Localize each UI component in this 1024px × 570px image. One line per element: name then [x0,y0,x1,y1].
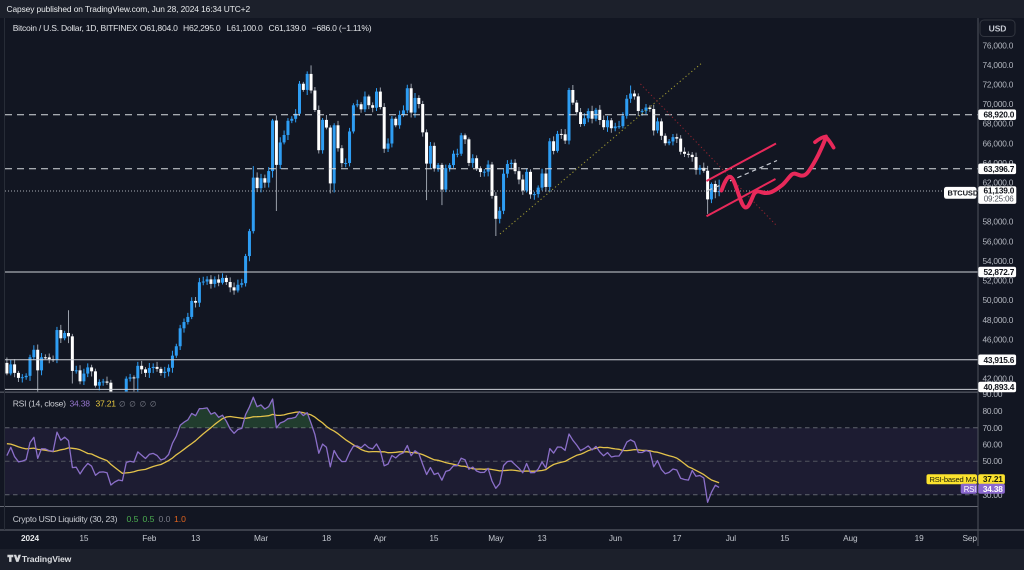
svg-text:37.21: 37.21 [983,474,1003,484]
svg-text:37.21: 37.21 [96,399,117,409]
svg-text:0.0: 0.0 [159,514,171,524]
svg-text:42,000.0: 42,000.0 [983,374,1014,384]
svg-text:17: 17 [672,533,682,543]
svg-text:0.5: 0.5 [143,514,155,524]
svg-text:Bitcoin / U.S. Dollar, 1D, BIT: Bitcoin / U.S. Dollar, 1D, BITFINEX [13,23,138,33]
svg-text:15: 15 [780,533,790,543]
svg-text:54,000.0: 54,000.0 [983,256,1014,266]
svg-text:Crypto USD Liquidity (30, 23): Crypto USD Liquidity (30, 23) [13,514,118,524]
svg-text:52,872.7: 52,872.7 [984,267,1015,277]
svg-text:Sep: Sep [962,533,977,543]
svg-text:Jun: Jun [609,533,623,543]
svg-text:L61,100.0: L61,100.0 [227,23,263,33]
svg-text:TradingView: TradingView [22,554,72,564]
svg-text:63,396.7: 63,396.7 [984,164,1015,174]
svg-text:46,000.0: 46,000.0 [983,334,1014,344]
svg-text:43,915.6: 43,915.6 [984,355,1015,365]
svg-text:2024: 2024 [21,533,40,543]
svg-text:1.0: 1.0 [174,514,186,524]
svg-text:62,000.0: 62,000.0 [983,178,1014,188]
svg-text:∅: ∅ [150,399,157,408]
svg-text:∅: ∅ [140,399,147,408]
svg-text:66,000.0: 66,000.0 [983,138,1014,148]
svg-text:52,000.0: 52,000.0 [983,276,1014,286]
svg-text:58,000.0: 58,000.0 [983,217,1014,227]
svg-text:72,000.0: 72,000.0 [983,80,1014,90]
svg-text:15: 15 [429,533,439,543]
svg-text:RSI: RSI [964,485,976,494]
svg-text:−686.0 (−1.11%): −686.0 (−1.11%) [312,23,372,33]
svg-text:74,000.0: 74,000.0 [983,60,1014,70]
svg-text:13: 13 [191,533,201,543]
svg-text:USD: USD [989,23,1007,33]
svg-text:Feb: Feb [142,533,156,543]
svg-text:34.38: 34.38 [983,484,1003,494]
svg-text:09:25:06: 09:25:06 [984,195,1015,204]
svg-text:RSI-based MA: RSI-based MA [930,475,978,484]
svg-text:68,920.0: 68,920.0 [984,110,1015,120]
svg-text:18: 18 [322,533,332,543]
svg-text:Jul: Jul [726,533,737,543]
svg-text:64,000.0: 64,000.0 [983,158,1014,168]
svg-text:∅: ∅ [119,399,126,408]
svg-text:30.00: 30.00 [983,490,1003,500]
svg-text:61,139.0: 61,139.0 [984,186,1015,196]
svg-text:Capsey published on TradingVie: Capsey published on TradingView.com, Jun… [7,4,251,14]
svg-text:Mar: Mar [254,533,268,543]
svg-text:H62,295.0: H62,295.0 [183,23,221,33]
svg-text:BTCUSD: BTCUSD [948,188,979,197]
svg-text:13: 13 [537,533,547,543]
svg-text:Aug: Aug [843,533,858,543]
svg-text:RSI (14, close): RSI (14, close) [13,399,66,409]
svg-text:Apr: Apr [374,533,387,543]
svg-text:56,000.0: 56,000.0 [983,236,1014,246]
svg-text:0.5: 0.5 [127,514,139,524]
svg-text:48,000.0: 48,000.0 [983,315,1014,325]
svg-text:19: 19 [915,533,925,543]
svg-text:34.38: 34.38 [70,399,91,409]
svg-text:C61,139.0: C61,139.0 [269,23,307,33]
svg-text:80.00: 80.00 [983,406,1003,416]
svg-text:50.00: 50.00 [983,456,1003,466]
svg-text:50,000.0: 50,000.0 [983,295,1014,305]
svg-text:60.00: 60.00 [983,440,1003,450]
svg-text:70,000.0: 70,000.0 [983,99,1014,109]
svg-text:O61,804.0: O61,804.0 [140,23,178,33]
svg-text:May: May [488,533,504,543]
svg-text:76,000.0: 76,000.0 [983,40,1014,50]
svg-text:68,000.0: 68,000.0 [983,119,1014,129]
svg-text:90.00: 90.00 [983,389,1003,399]
svg-text:40,893.4: 40,893.4 [984,382,1015,392]
svg-text:∅: ∅ [129,399,136,408]
svg-text:70.00: 70.00 [983,423,1003,433]
svg-text:15: 15 [79,533,89,543]
